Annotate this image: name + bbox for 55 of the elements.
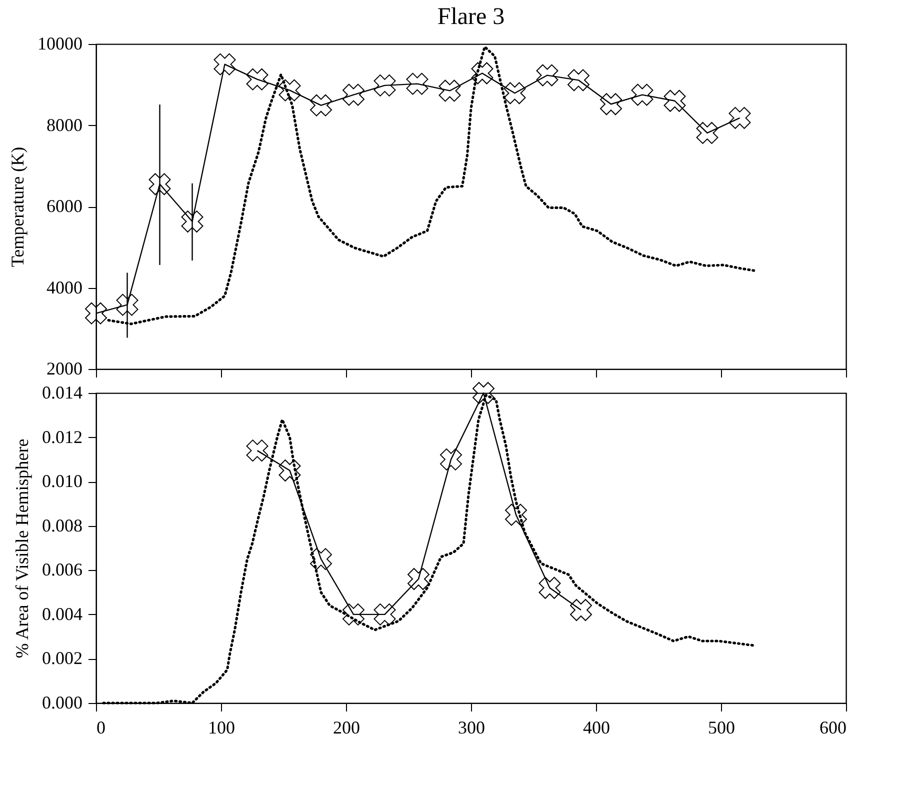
chart-title: Flare 3 [437,4,505,30]
y-tick-label: 10000 [38,34,82,54]
y-axis-title: % Area of Visible Hemisphere [12,438,32,658]
x-tick-label: 200 [333,718,360,738]
point [116,294,138,316]
y-tick-label: 8000 [46,114,82,135]
point [504,82,526,104]
point [181,210,204,233]
point [246,68,268,90]
point [631,84,654,106]
y-tick-label: 4000 [46,277,82,298]
point [342,84,364,106]
x-tick-label: 600 [820,718,846,738]
y-tick-label: 0.006 [42,560,82,580]
y-tick-label: 0.010 [42,471,82,492]
x-tick-label: 400 [583,718,610,738]
point [696,122,718,144]
x-tick-label: 100 [208,718,235,738]
point [568,69,590,92]
x-tick-label: 500 [708,718,735,738]
point [536,64,558,86]
y-tick-label: 0.012 [42,426,82,447]
point [471,62,494,84]
y-tick-label: 2000 [46,358,82,378]
y-tick-label: 6000 [46,196,82,216]
point [570,599,592,621]
x-tick-label: 0 [96,718,106,738]
point [374,74,396,96]
y-axis-title: Temperature (K) [8,146,28,268]
point [310,548,332,570]
point [440,448,462,470]
point [408,568,430,590]
point [538,576,561,599]
y-tick-label: 0.000 [42,692,82,712]
point [600,93,622,116]
point [246,440,268,462]
y-tick-label: 0.002 [42,648,82,668]
y-tick-label: 0.004 [42,604,82,624]
point [278,460,301,482]
point [505,504,527,526]
point [406,72,428,95]
point [438,80,461,102]
point [310,94,332,116]
point [664,90,686,112]
point [85,302,107,324]
point [374,603,396,626]
point [728,106,751,129]
y-tick-label: 0.014 [42,382,82,402]
point [342,603,364,626]
point [278,79,301,102]
y-tick-label: 0.008 [42,515,82,536]
point [148,173,171,196]
point [214,53,236,76]
x-tick-label: 300 [458,718,485,738]
point [472,382,494,404]
